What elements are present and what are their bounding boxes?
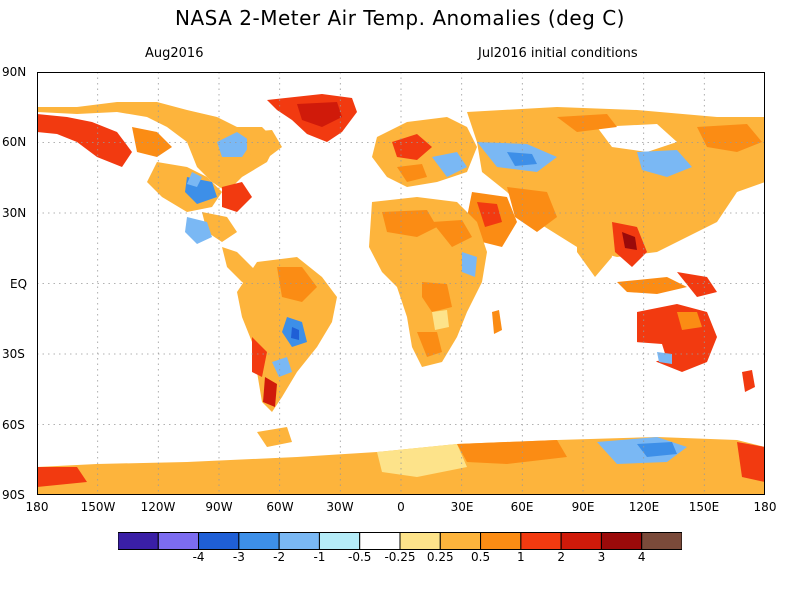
temperature-anomaly-map: [37, 72, 765, 495]
legend-label: -3: [232, 550, 245, 564]
madagascar-region: [492, 310, 502, 334]
legend-swatch: [157, 532, 200, 550]
legend-swatch: [359, 532, 401, 550]
legend-label: 3: [597, 550, 606, 564]
legend-swatch: [600, 532, 643, 550]
lat-label-90n: 90N: [2, 65, 27, 79]
lon-label-150e: 150E: [688, 500, 720, 514]
map-title: NASA 2-Meter Air Temp. Anomalies (deg C): [175, 6, 625, 30]
legend-swatch: [238, 532, 280, 550]
europe-region: [372, 117, 477, 187]
lon-label-60e: 60E: [510, 500, 534, 514]
legend-label: 0.5: [471, 550, 491, 564]
legend-label: -4: [192, 550, 205, 564]
north-america-region: [37, 102, 282, 244]
color-legend: [118, 532, 682, 550]
legend-swatch: [118, 532, 159, 550]
lat-label-eq: EQ: [10, 277, 28, 291]
lon-label-0: 0: [397, 500, 405, 514]
legend-swatch: [560, 532, 602, 550]
legend-label: 2: [557, 550, 565, 564]
lon-label-60w: 60W: [266, 500, 294, 514]
forecast-month: Aug2016: [145, 46, 204, 61]
legend-swatch: [641, 532, 682, 550]
lon-label-180e: 180: [753, 500, 777, 514]
legend-swatch: [439, 532, 482, 550]
asia-region: [467, 107, 765, 277]
grid-lines: [37, 72, 765, 495]
legend-label: 1: [517, 550, 525, 564]
legend-label: -0.5: [347, 550, 372, 564]
legend-swatch: [198, 532, 240, 550]
legend-swatch: [318, 532, 361, 550]
lat-label-90s: 90S: [2, 488, 25, 502]
lon-label-150w: 150W: [80, 500, 116, 514]
lat-label-30s: 30S: [2, 347, 25, 361]
lon-label-30w: 30W: [326, 500, 354, 514]
lat-label-60s: 60S: [2, 418, 25, 432]
lon-label-90w: 90W: [205, 500, 233, 514]
legend-label: -1: [313, 550, 326, 564]
lon-label-120e: 120E: [628, 500, 660, 514]
lat-label-30n: 30N: [2, 206, 27, 220]
lon-label-180w: 180: [25, 500, 49, 514]
new-zealand-region: [742, 370, 755, 392]
map-frame: [37, 72, 765, 495]
africa-region: [369, 197, 487, 367]
legend-label: -0.25: [384, 550, 416, 564]
legend-label: -2: [273, 550, 286, 564]
australia-region: [635, 304, 717, 372]
legend-label: 0.25: [426, 550, 454, 564]
legend-label: 4: [637, 550, 646, 564]
legend-swatch: [399, 532, 441, 550]
legend-swatch: [278, 532, 320, 550]
south-america-region: [237, 257, 337, 412]
lat-label-60n: 60N: [2, 135, 27, 149]
maritime-continent-region: [617, 272, 717, 297]
lon-label-90e: 90E: [571, 500, 595, 514]
legend-swatch: [480, 532, 522, 550]
legend-swatch: [520, 532, 562, 550]
lon-label-30e: 30E: [450, 500, 474, 514]
greenland-region: [267, 94, 357, 142]
initial-conditions-label: Jul2016 initial conditions: [478, 46, 638, 61]
lon-label-120w: 120W: [140, 500, 176, 514]
